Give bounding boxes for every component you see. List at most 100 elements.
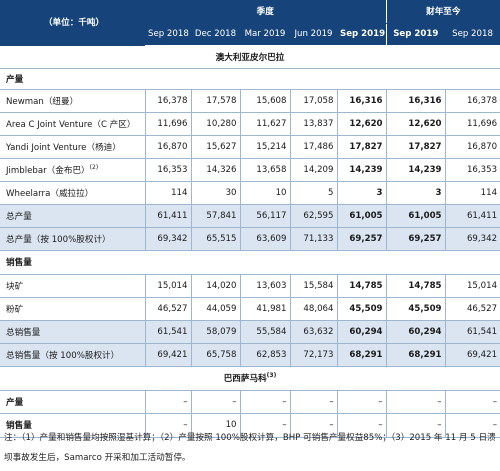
- row-label: 粉矿: [0, 297, 145, 321]
- table-row: Wheelarra（威拉拉） 114 30 10 5 3 3 114: [0, 181, 500, 205]
- section-row: 澳大利亚皮尔巴拉: [0, 45, 500, 69]
- table-row-total: 总销售量 61,541 58,079 55,584 63,632 60,294 …: [0, 320, 500, 344]
- table-cell: 69,257: [385, 227, 446, 251]
- row-label: Newman（纽曼）: [0, 89, 145, 113]
- header-row-periods: Sep 2018 Dec 2018 Mar 2019 Jun 2019 Sep …: [0, 23, 500, 46]
- table-cell: 14,020: [190, 274, 240, 298]
- table-cell: 69,342: [144, 227, 191, 251]
- table-row-total: 总销售量（按 100%股权计） 69,421 65,758 62,853 72,…: [0, 343, 500, 367]
- column-header: Sep 2019: [385, 23, 446, 46]
- row-label: 产量: [0, 390, 145, 414]
- row-label: 总销售量（按 100%股权计）: [0, 343, 145, 367]
- table-cell: 15,584: [289, 274, 337, 298]
- table-cell: 10,280: [190, 112, 240, 136]
- table-cell: 15,214: [239, 135, 290, 159]
- table-cell: 45,509: [385, 297, 446, 321]
- table-cell: 60,294: [385, 320, 446, 344]
- subheader-sales: 销售量: [0, 250, 500, 275]
- table-cell: 14,239: [336, 158, 387, 182]
- table-row: Area C Joint Venture（C 产区） 11,696 10,280…: [0, 112, 500, 136]
- table-cell: 72,173: [289, 343, 337, 367]
- table-cell: 45,509: [336, 297, 387, 321]
- table-cell: 16,870: [144, 135, 191, 159]
- row-label: 块矿: [0, 274, 145, 298]
- row-label: 总产量（按 100%股权计）: [0, 227, 145, 251]
- table-cell: 13,603: [239, 274, 290, 298]
- section-title-text: 巴西萨马科: [223, 374, 267, 384]
- table-cell: 17,827: [336, 135, 387, 159]
- table-cell: 63,609: [239, 227, 290, 251]
- table-cell: 11,696: [144, 112, 191, 136]
- table-cell: 71,133: [289, 227, 337, 251]
- table-cell: 68,291: [385, 343, 446, 367]
- footnote-marker: (2): [89, 163, 99, 171]
- table-cell: 69,342: [444, 227, 500, 251]
- table-cell: 10: [239, 181, 290, 205]
- table-cell: 14,326: [190, 158, 240, 182]
- table-cell: 3: [336, 181, 387, 205]
- quarter-group-header: 季度: [145, 0, 387, 24]
- table-cell: –: [144, 413, 191, 438]
- table-cell: –: [289, 413, 337, 438]
- table-cell: 16,870: [444, 135, 500, 159]
- table-cell: –: [144, 390, 191, 414]
- table-cell: 114: [444, 181, 500, 205]
- table-cell: 61,541: [444, 320, 500, 344]
- section-title-australia: 澳大利亚皮尔巴拉: [0, 45, 500, 69]
- table-cell: 15,014: [144, 274, 191, 298]
- table-row: 粉矿 46,527 44,059 41,981 48,064 45,509 45…: [0, 297, 500, 321]
- table-row: Newman（纽曼） 16,378 17,578 15,608 17,058 1…: [0, 89, 500, 113]
- row-label: 总产量: [0, 204, 145, 228]
- section-title-brazil: 巴西萨马科(3): [0, 366, 500, 391]
- header-row-groups: （单位：千吨） 季度 财年至今: [0, 0, 500, 46]
- column-header: Jun 2019: [290, 23, 337, 46]
- table-cell: 62,595: [289, 204, 337, 228]
- table-cell: 13,837: [289, 112, 337, 136]
- table-cell: 69,257: [336, 227, 387, 251]
- table-cell: –: [336, 413, 387, 438]
- subheader-row: 销售量: [0, 250, 500, 275]
- column-header: Sep 2018: [145, 23, 191, 46]
- table-cell: 30: [190, 181, 240, 205]
- table-cell: 15,014: [444, 274, 500, 298]
- subheader-production: 产量: [0, 68, 500, 90]
- table-cell: –: [444, 413, 500, 438]
- column-header: Sep 2019: [337, 23, 387, 46]
- production-table: （单位：千吨） 季度 财年至今 Sep 2018 Dec 2018 Mar 20…: [0, 0, 500, 438]
- table-cell: 41,981: [239, 297, 290, 321]
- table-cell: 69,421: [444, 343, 500, 367]
- table-cell: 15,627: [190, 135, 240, 159]
- table-cell: –: [444, 390, 500, 414]
- table-cell: 12,620: [336, 112, 387, 136]
- table-cell: 114: [144, 181, 191, 205]
- table-cell: 16,316: [336, 89, 387, 113]
- row-label-text: Jimblebar（金布巴）: [6, 165, 90, 176]
- table-row: 销售量 – 10 – – – – –: [0, 413, 500, 438]
- table-row: 块矿 15,014 14,020 13,603 15,584 14,785 14…: [0, 274, 500, 298]
- table-cell: 17,578: [190, 89, 240, 113]
- table-cell: 3: [385, 181, 446, 205]
- table-cell: 15,608: [239, 89, 290, 113]
- table-cell: 65,515: [190, 227, 240, 251]
- table-cell: 17,827: [385, 135, 446, 159]
- table-cell: 11,696: [444, 112, 500, 136]
- table-cell: 65,758: [190, 343, 240, 367]
- footnote-marker: (3): [266, 372, 277, 380]
- table-row: Jimblebar（金布巴）(2) 16,353 14,326 13,658 1…: [0, 158, 500, 182]
- table-cell: 46,527: [144, 297, 191, 321]
- table-cell: –: [239, 413, 290, 438]
- footnote: 注：（1）产量和销售量均按照湿基计算；（2）产量按照 100%股权计算，BHP …: [4, 433, 496, 463]
- subheader-row: 产量: [0, 68, 500, 90]
- unit-label: （单位：千吨）: [0, 0, 145, 46]
- table-cell: –: [289, 390, 337, 414]
- table-row: Yandi Joint Venture（杨迪） 16,870 15,627 15…: [0, 135, 500, 159]
- table-row: 产量 – – – – – – –: [0, 390, 500, 414]
- table-cell: 14,785: [336, 274, 387, 298]
- row-label: Wheelarra（威拉拉）: [0, 181, 145, 205]
- table-cell: 5: [289, 181, 337, 205]
- row-label: 销售量: [0, 413, 145, 438]
- table-row-total: 总产量 61,411 57,841 56,117 62,595 61,005 6…: [0, 204, 500, 228]
- section-row: 巴西萨马科(3): [0, 366, 500, 391]
- table-cell: –: [239, 390, 290, 414]
- table-cell: 44,059: [190, 297, 240, 321]
